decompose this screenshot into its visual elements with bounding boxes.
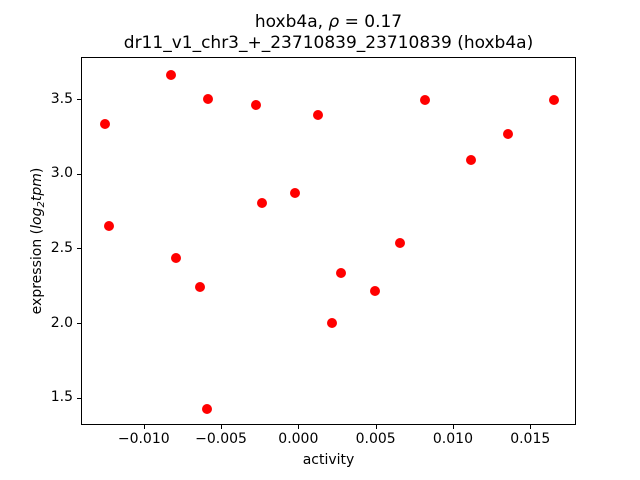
data-point (201, 404, 212, 415)
x-tick-label: −0.010 (117, 431, 170, 447)
x-tick-label: 0.010 (432, 431, 473, 447)
y-tick-label: 2.5 (50, 239, 73, 256)
data-point (251, 99, 262, 110)
y-tick-label: 1.5 (50, 389, 73, 406)
x-tick-mark (143, 425, 145, 429)
y-tick-label: 3.5 (50, 90, 73, 107)
title-prefix: hoxb4a, (254, 12, 329, 32)
chart-title-block: hoxb4a, ρ = 0.17 dr11_v1_chr3_+_23710839… (81, 12, 576, 54)
x-tick-label: 0.015 (510, 431, 551, 447)
chart-subtitle: dr11_v1_chr3_+_23710839_23710839 (hoxb4a… (123, 33, 534, 53)
y-tick-label: 2.0 (50, 314, 73, 331)
data-point (549, 95, 560, 106)
rho-symbol: ρ (328, 12, 340, 32)
data-point (312, 110, 323, 121)
ylabel-log-subscript: 2 (36, 201, 47, 208)
y-tick-mark (77, 99, 81, 101)
data-point (195, 281, 206, 292)
x-tick-label: 0.000 (278, 431, 319, 447)
x-tick-mark (530, 425, 532, 429)
x-tick-label: −0.005 (195, 431, 247, 447)
y-tick-mark (77, 248, 81, 250)
y-tick-label: 3.0 (50, 165, 73, 182)
data-point (170, 253, 181, 264)
x-tick-mark (375, 425, 377, 429)
title-suffix: = 0.17 (339, 12, 403, 32)
data-point (257, 198, 268, 209)
x-tick-label: 0.005 (355, 431, 396, 447)
x-axis-label: activity (302, 452, 355, 468)
x-tick-mark (452, 425, 454, 429)
data-point (465, 154, 476, 165)
y-tick-mark (77, 397, 81, 399)
chart-title: hoxb4a, ρ = 0.17 (81, 12, 576, 33)
ylabel-log: log (29, 207, 45, 229)
data-point (370, 286, 381, 297)
data-point (394, 238, 405, 249)
data-point (336, 268, 347, 279)
x-tick-mark (298, 425, 300, 429)
data-point (419, 95, 430, 106)
data-point (99, 119, 110, 129)
y-tick-mark (77, 323, 81, 325)
data-point (166, 69, 177, 80)
data-point (104, 220, 115, 231)
plot-area (81, 57, 576, 425)
data-point (326, 317, 337, 328)
y-tick-mark (77, 173, 81, 175)
data-point (289, 187, 300, 198)
data-point (203, 93, 214, 104)
data-point (503, 129, 514, 140)
x-tick-mark (221, 425, 223, 429)
